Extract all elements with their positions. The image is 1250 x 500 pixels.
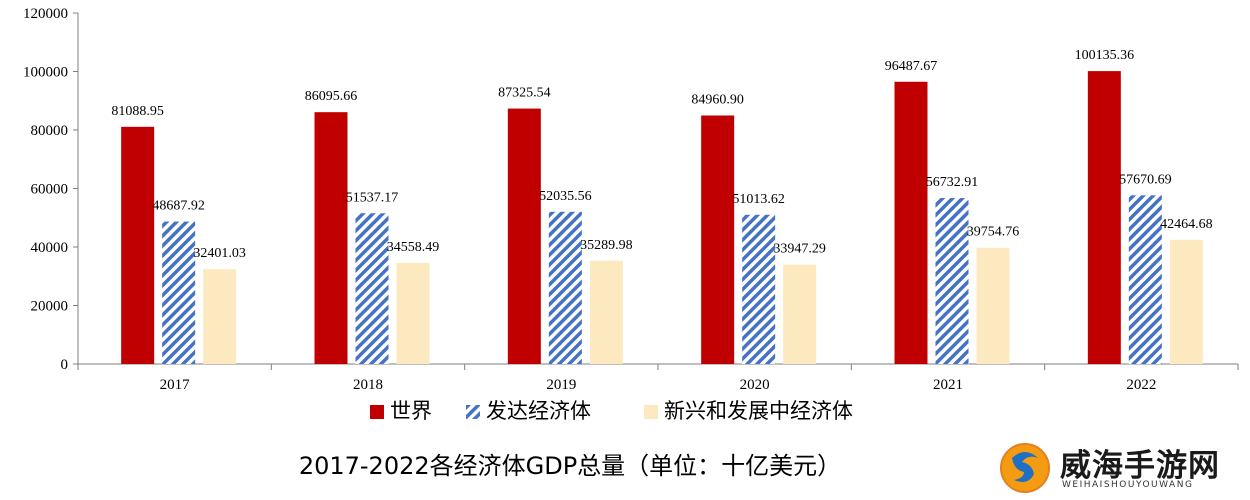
data-label: 33947.29 — [773, 242, 826, 257]
bar-1 — [507, 108, 541, 365]
data-label: 51013.62 — [732, 192, 785, 207]
legend-label: 新兴和发展中经济体 — [664, 399, 853, 423]
x-tick-label: 2020 — [740, 377, 770, 393]
data-label: 39754.76 — [967, 225, 1020, 240]
bar-2 — [742, 214, 776, 364]
data-label: 56732.91 — [926, 175, 979, 190]
data-label: 96487.67 — [885, 59, 938, 74]
y-tick-label: 0 — [61, 357, 69, 373]
data-label: 84960.90 — [691, 92, 744, 107]
bar-2 — [355, 213, 389, 364]
data-label: 51537.17 — [346, 190, 399, 205]
bar-3 — [783, 264, 817, 364]
x-tick-label: 2018 — [353, 377, 383, 393]
bar-1 — [894, 81, 928, 365]
y-tick-label: 80000 — [31, 123, 69, 139]
data-label: 86095.66 — [305, 89, 358, 104]
data-label: 52035.56 — [539, 189, 592, 204]
x-tick-label: 2021 — [933, 377, 963, 393]
data-label: 87325.54 — [498, 86, 551, 101]
bar-chart: 0 20000 40000 60000 80000 100000 120000 2017 201… — [23, 6, 1239, 423]
chart-title: 2017-2022各经济体GDP总量（单位：十亿美元） — [298, 452, 842, 480]
bar-2 — [1128, 195, 1162, 364]
bar-3 — [396, 262, 430, 364]
watermark-title: 威海手游网 — [1060, 448, 1220, 484]
bars: 81088.95 48687.92 32401.03 86095.66 51537.17… — [111, 48, 1213, 365]
data-label: 100135.36 — [1075, 48, 1135, 63]
data-label: 35289.98 — [580, 238, 633, 253]
bar-2 — [548, 211, 582, 364]
y-tick-label: 60000 — [31, 182, 69, 198]
data-label: 48687.92 — [152, 199, 205, 214]
bar-1 — [1087, 71, 1121, 365]
bar-1 — [701, 115, 735, 364]
watermark-subtitle: WEIHAISHOUYOUWANG — [1062, 480, 1194, 490]
bar-3 — [589, 260, 623, 364]
bar-3 — [1169, 239, 1203, 364]
legend-swatch — [370, 405, 384, 419]
y-tick-label: 100000 — [23, 65, 68, 81]
legend-swatch — [644, 405, 658, 419]
data-label: 57670.69 — [1119, 172, 1172, 187]
y-tick-label: 120000 — [23, 6, 68, 22]
bar-2 — [935, 198, 969, 364]
x-tick-label: 2022 — [1126, 377, 1156, 393]
axes: 0 20000 40000 60000 80000 100000 120000 2017 201… — [23, 6, 1239, 393]
watermark: 威海手游网 WEIHAISHOUYOUWANG — [996, 440, 1236, 496]
data-label: 34558.49 — [387, 240, 440, 255]
legend-label: 世界 — [390, 399, 432, 423]
data-label: 81088.95 — [111, 104, 164, 119]
x-tick-label: 2017 — [160, 377, 191, 393]
bar-3 — [976, 247, 1010, 364]
data-label: 42464.68 — [1160, 217, 1213, 232]
bar-1 — [121, 126, 155, 364]
legend: 世界 发达经济体 新兴和发展中经济体 — [370, 399, 853, 423]
data-label: 32401.03 — [193, 246, 246, 261]
y-tick-label: 40000 — [31, 240, 69, 256]
bar-1 — [314, 112, 348, 364]
bar-3 — [203, 269, 237, 364]
legend-label: 发达经济体 — [486, 399, 591, 423]
bar-2 — [162, 221, 196, 364]
legend-swatch — [466, 405, 480, 419]
y-tick-label: 20000 — [31, 299, 69, 315]
logo-icon — [1000, 443, 1050, 493]
x-tick-label: 2019 — [546, 377, 576, 393]
